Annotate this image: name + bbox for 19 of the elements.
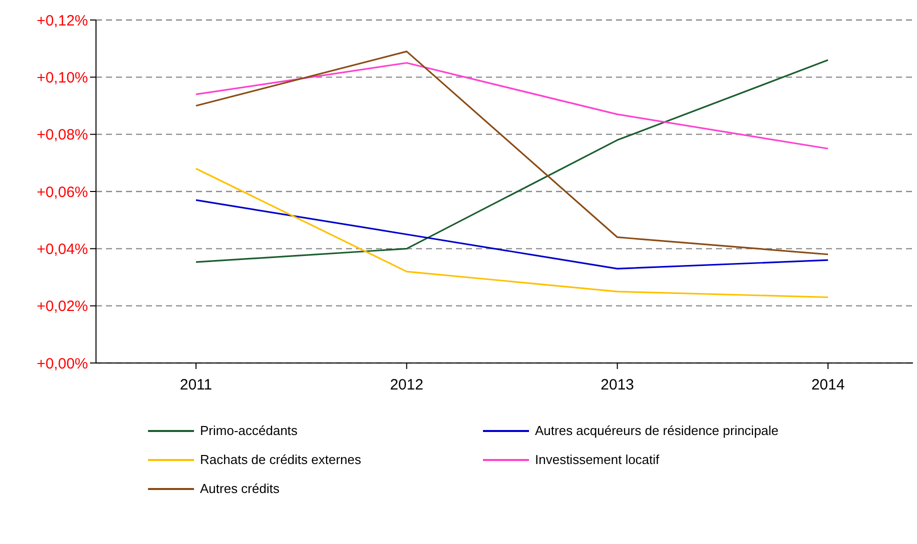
x-tick-label: 2014: [811, 376, 845, 394]
x-tick-label: 2013: [600, 376, 634, 394]
x-tick-label: 2011: [180, 376, 212, 394]
line-series: [195, 168, 829, 298]
y-tick-label: +0,12%: [36, 12, 88, 30]
y-tick-label: +0,10%: [36, 69, 88, 86]
y-tick-label: +0,00%: [36, 355, 88, 372]
legend-label: Autres acquéreurs de résidence principale: [535, 423, 779, 438]
y-tick-label: +0,04%: [36, 240, 88, 258]
line-series: [195, 62, 829, 150]
x-tick-label: 2012: [390, 376, 424, 394]
legend-label: Rachats de crédits externes: [200, 452, 362, 467]
y-tick-label: +0,08%: [36, 126, 88, 144]
legend-label: Investissement locatif: [535, 452, 660, 467]
y-tick-label: +0,06%: [36, 184, 88, 201]
legend-label: Autres crédits: [200, 481, 280, 496]
y-tick-label: +0,02%: [36, 298, 88, 316]
line-series: [195, 199, 829, 270]
legend-label: Primo-accédants: [200, 423, 298, 438]
